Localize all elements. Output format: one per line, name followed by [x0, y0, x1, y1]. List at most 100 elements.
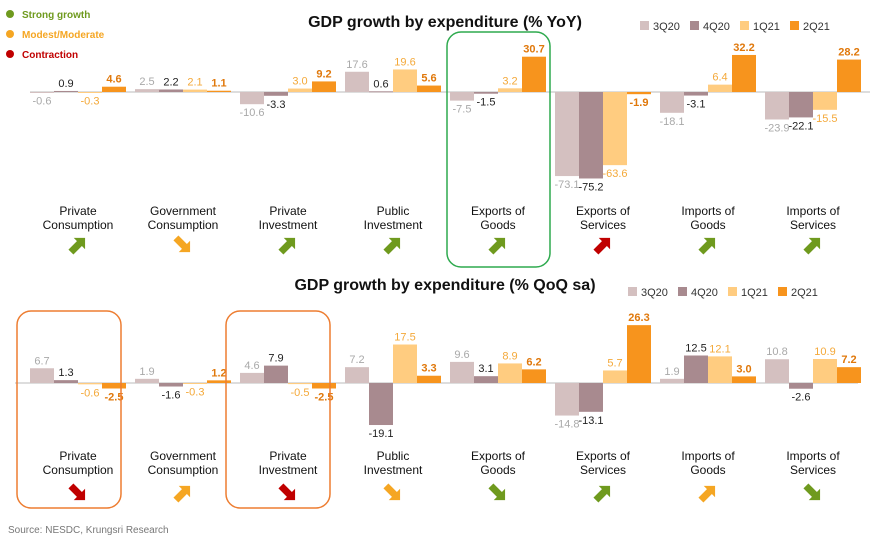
data-label-4Q20: -1.6: [162, 390, 181, 402]
data-label-2Q21: -2.5: [315, 392, 334, 404]
category-label: Investment: [364, 218, 423, 232]
data-label-4Q20: -2.6: [792, 392, 811, 404]
data-label-1Q21: 2.1: [187, 77, 202, 89]
up-arrow-icon-shape: [278, 237, 296, 255]
bar-4Q20: [264, 92, 288, 96]
bar-3Q20: [765, 92, 789, 120]
bar-1Q21: [708, 356, 732, 383]
data-label-1Q21: 3.0: [292, 76, 307, 88]
data-label-3Q20: -14.8: [554, 419, 579, 431]
data-label-3Q20: -18.1: [659, 116, 684, 128]
category-label: Goods: [480, 218, 515, 232]
legend-label-3Q20: 3Q20: [653, 21, 680, 33]
up-arrow-icon: [278, 237, 296, 255]
data-label-3Q20: 4.6: [244, 360, 259, 372]
data-label-4Q20: -22.1: [788, 120, 813, 132]
data-label-4Q20: 7.9: [268, 353, 283, 365]
data-label-2Q21: 26.3: [628, 312, 649, 324]
category-label: Consumption: [43, 218, 114, 232]
bar-1Q21: [288, 383, 312, 385]
data-label-1Q21: 19.6: [394, 56, 415, 68]
legend-dot-0: [6, 10, 14, 18]
bar-4Q20: [579, 383, 603, 412]
data-label-3Q20: 6.7: [34, 355, 49, 367]
status-legend-label: Strong growth: [22, 10, 90, 21]
down-arrow-icon: [278, 483, 296, 501]
category-label: Goods: [480, 463, 515, 477]
bar-3Q20: [450, 361, 474, 383]
status-legend-label: Modest/Moderate: [22, 30, 105, 41]
up-arrow-icon: [383, 237, 401, 255]
category-label: Private: [269, 204, 307, 218]
legend-swatch-1Q21: [728, 287, 737, 296]
bar-1Q21: [813, 359, 837, 383]
down-arrow-icon: [68, 483, 86, 501]
bar-4Q20: [159, 89, 183, 92]
up-arrow-icon-shape: [698, 237, 716, 255]
category-label: Consumption: [148, 463, 219, 477]
bar-1Q21: [498, 363, 522, 383]
category-label: Services: [790, 218, 836, 232]
data-label-3Q20: -0.6: [33, 96, 52, 108]
data-label-4Q20: -13.1: [578, 415, 603, 427]
category-label: Government: [150, 449, 217, 463]
data-label-2Q21: 32.2: [733, 42, 754, 54]
up-arrow-icon: [698, 237, 716, 255]
bar-4Q20: [474, 92, 498, 94]
source-note: Source: NESDC, Krungsri Research: [8, 525, 169, 536]
bar-4Q20: [789, 383, 813, 389]
legend-dot-1: [6, 30, 14, 38]
legend-label-3Q20: 3Q20: [641, 287, 668, 299]
data-label-2Q21: 7.2: [841, 354, 856, 366]
legend-swatch-4Q20: [690, 21, 699, 30]
category-label: Exports of: [471, 204, 526, 218]
category-label: Imports of: [786, 204, 840, 218]
bar-4Q20: [264, 365, 288, 383]
status-legend-label: Contraction: [22, 50, 78, 61]
bar-4Q20: [684, 355, 708, 383]
bar-1Q21: [78, 92, 102, 93]
data-label-4Q20: -3.3: [267, 99, 286, 111]
data-label-3Q20: 9.6: [454, 349, 469, 361]
data-label-2Q21: 5.6: [421, 73, 436, 85]
category-label: Investment: [364, 463, 423, 477]
bar-3Q20: [30, 92, 54, 93]
down-arrow-icon: [173, 235, 191, 253]
bar-2Q21: [732, 376, 756, 383]
legend-dot-2: [6, 50, 14, 58]
legend-label-1Q21: 1Q21: [741, 287, 768, 299]
bar-3Q20: [240, 372, 264, 383]
category-label: Services: [580, 218, 626, 232]
bar-2Q21: [207, 380, 231, 383]
data-label-1Q21: -0.3: [186, 387, 205, 399]
bar-3Q20: [660, 378, 684, 383]
up-arrow-icon: [593, 237, 611, 255]
highlight-box: [446, 31, 551, 268]
category-label: Public: [377, 204, 410, 218]
bar-1Q21: [183, 89, 207, 92]
up-arrow-icon-shape: [593, 485, 611, 503]
bar-4Q20: [789, 92, 813, 118]
bar-2Q21: [522, 56, 546, 92]
up-arrow-icon-shape: [698, 485, 716, 503]
up-arrow-icon-shape: [173, 485, 191, 503]
category-label: Services: [790, 463, 836, 477]
down-arrow-icon-shape: [173, 235, 191, 253]
down-arrow-icon-shape: [68, 483, 86, 501]
category-label: Exports of: [576, 449, 631, 463]
bar-2Q21: [312, 383, 336, 389]
up-arrow-icon-shape: [383, 237, 401, 255]
bar-2Q21: [102, 383, 126, 389]
bar-2Q21: [522, 369, 546, 383]
up-arrow-icon: [593, 485, 611, 503]
data-label-3Q20: -73.1: [554, 179, 579, 191]
data-label-4Q20: -75.2: [578, 181, 603, 193]
category-label: Exports of: [471, 449, 526, 463]
data-label-1Q21: -15.5: [812, 113, 837, 125]
